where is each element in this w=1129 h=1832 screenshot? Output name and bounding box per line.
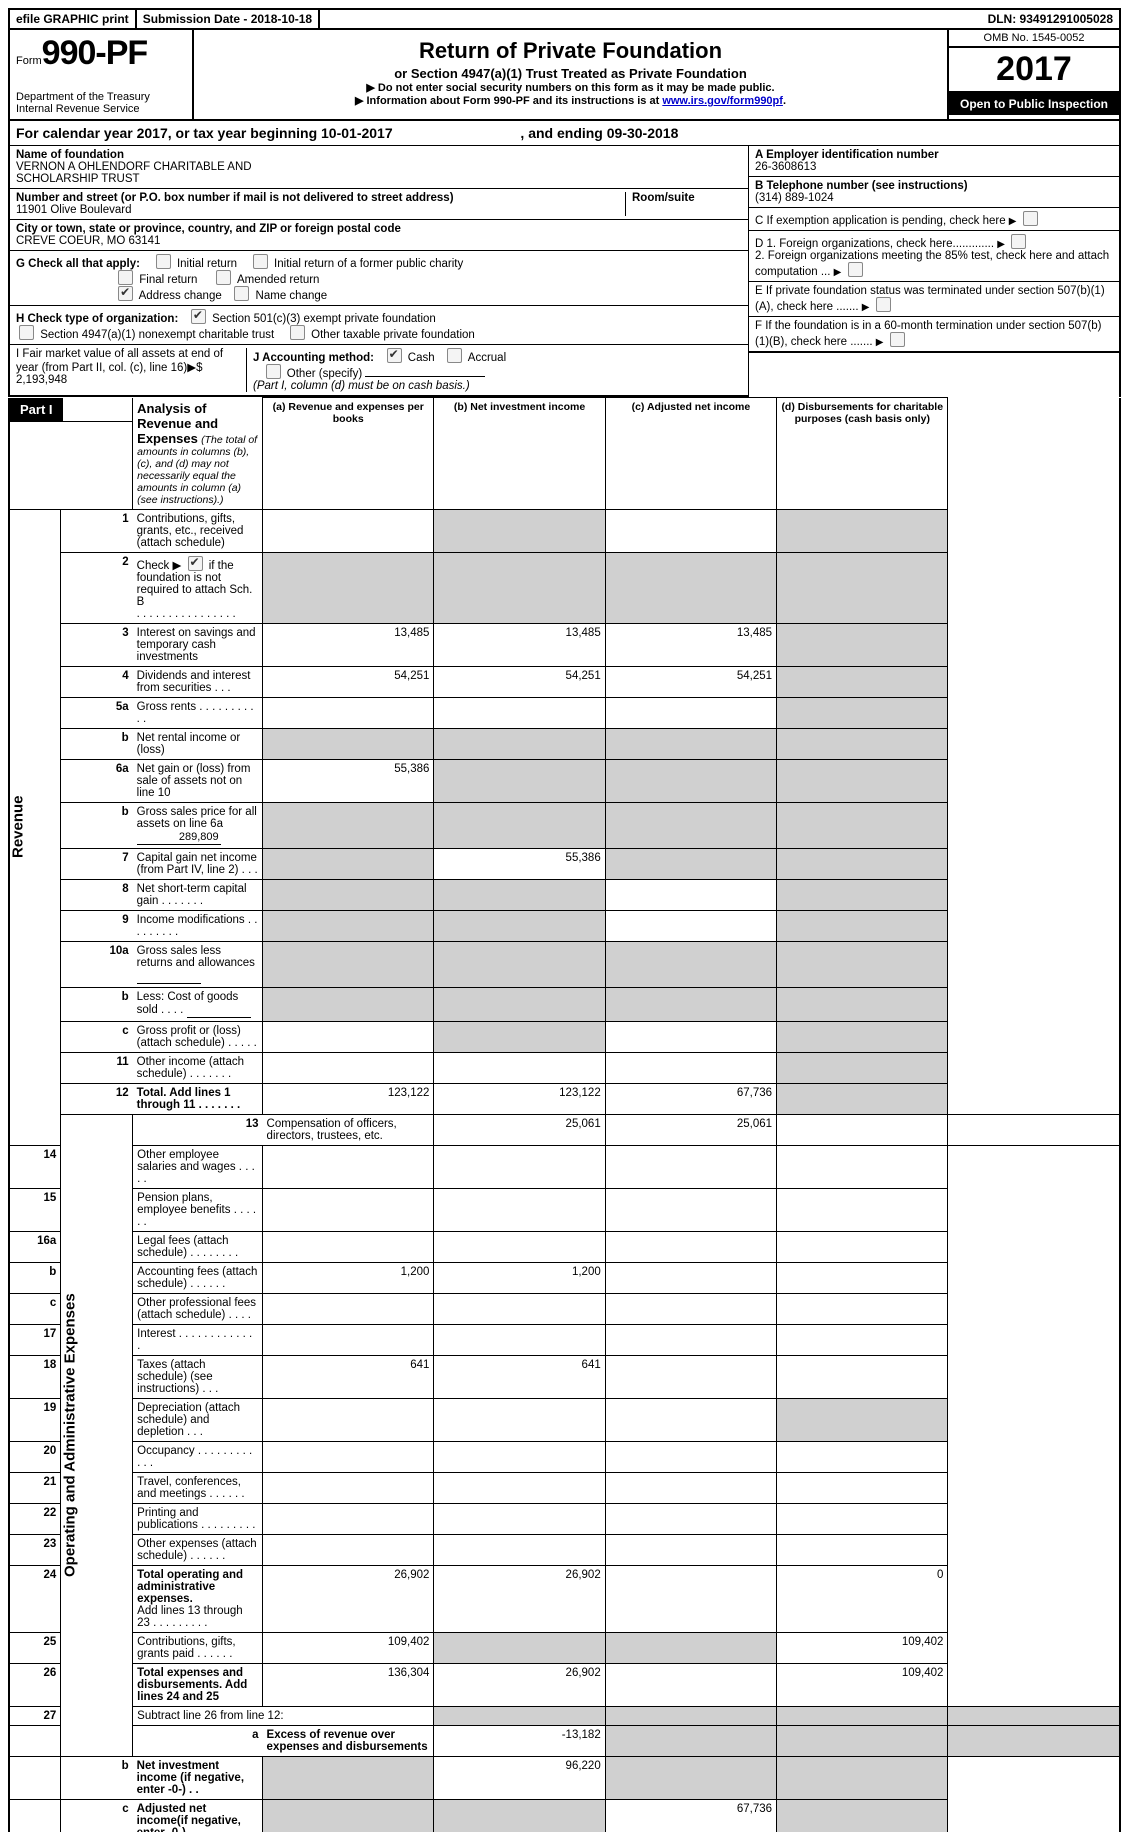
form-note1: ▶ Do not enter social security numbers o… xyxy=(200,81,941,94)
city-label: City or town, state or province, country… xyxy=(16,223,742,235)
checkbox-other-method[interactable] xyxy=(266,364,281,379)
calendar-year-row: For calendar year 2017, or tax year begi… xyxy=(8,121,1121,146)
expenses-side-label: Operating and Administrative Expenses xyxy=(61,1114,133,1756)
checkbox-507b1a[interactable] xyxy=(876,297,891,312)
foundation-name-2: SCHOLARSHIP TRUST xyxy=(16,173,742,185)
submission-date: Submission Date - 2018-10-18 xyxy=(137,10,320,28)
line10a-inline[interactable] xyxy=(137,969,201,984)
checkbox-other-taxable[interactable] xyxy=(290,325,305,340)
checkbox-cash[interactable] xyxy=(387,348,402,363)
checkbox-amended[interactable] xyxy=(216,270,231,285)
form-number: 990-PF xyxy=(42,34,148,72)
header-center: Return of Private Foundation or Section … xyxy=(194,30,947,119)
d1-label: D 1. Foreign organizations, check here..… xyxy=(755,238,994,250)
room-label: Room/suite xyxy=(632,192,742,204)
form-note2-pre: ▶ Information about Form 990-PF and its … xyxy=(355,95,662,107)
checkbox-address-change[interactable] xyxy=(118,286,133,301)
open-to-public: Open to Public Inspection xyxy=(949,93,1119,115)
line10b-inline[interactable] xyxy=(187,1003,251,1018)
dept-treasury: Department of the Treasury xyxy=(16,91,186,103)
address-label: Number and street (or P.O. box number if… xyxy=(16,192,625,204)
checkbox-sch-b[interactable] xyxy=(188,556,203,571)
f-label: F If the foundation is in a 60-month ter… xyxy=(755,320,1101,348)
checkbox-507b1b[interactable] xyxy=(890,332,905,347)
part1-badge: Part I xyxy=(10,398,63,421)
j-note: (Part I, column (d) must be on cash basi… xyxy=(253,380,470,392)
checkbox-501c3[interactable] xyxy=(191,309,206,324)
ein-value: 26-3608613 xyxy=(755,161,1113,173)
part1-table: Part I Analysis of Revenue and Expenses … xyxy=(8,397,1121,1832)
tax-year: 2017 xyxy=(949,48,1119,93)
form-subtitle: or Section 4947(a)(1) Trust Treated as P… xyxy=(200,66,941,81)
omb-number: OMB No. 1545-0052 xyxy=(949,30,1119,48)
cal-begin: For calendar year 2017, or tax year begi… xyxy=(16,125,393,141)
checkbox-name-change[interactable] xyxy=(234,286,249,301)
g-label: G Check all that apply: xyxy=(16,258,140,270)
cal-end: , and ending 09-30-2018 xyxy=(520,125,678,141)
h-label: H Check type of organization: xyxy=(16,313,178,325)
d2-label: 2. Foreign organizations meeting the 85%… xyxy=(755,250,1109,278)
col-c-header: (c) Adjusted net income xyxy=(605,398,776,510)
col-b-header: (b) Net investment income xyxy=(434,398,605,510)
tel-label: B Telephone number (see instructions) xyxy=(755,180,1113,192)
j-label: J Accounting method: xyxy=(253,352,374,364)
checkbox-exemption-pending[interactable] xyxy=(1023,211,1038,226)
topbar: efile GRAPHIC print Submission Date - 20… xyxy=(8,8,1121,30)
checkbox-4947a1[interactable] xyxy=(19,325,34,340)
foundation-name-1: VERNON A OHLENDORF CHARITABLE AND xyxy=(16,161,742,173)
tel-value: (314) 889-1024 xyxy=(755,192,1113,204)
header-left: Form990-PF Department of the Treasury In… xyxy=(10,30,194,119)
city-state-zip: CREVE COEUR, MO 63141 xyxy=(16,235,742,247)
checkbox-85pct[interactable] xyxy=(848,262,863,277)
c-label: C If exemption application is pending, c… xyxy=(755,215,1006,227)
info-grid: Name of foundation VERNON A OHLENDORF CH… xyxy=(8,146,1121,397)
form-prefix: Form xyxy=(16,55,42,67)
name-label: Name of foundation xyxy=(16,149,742,161)
revenue-side-label: Revenue xyxy=(9,509,61,1145)
i-label: I Fair market value of all assets at end… xyxy=(16,348,223,386)
header: Form990-PF Department of the Treasury In… xyxy=(8,30,1121,121)
dln: DLN: 93491291005028 xyxy=(982,10,1119,28)
ein-label: A Employer identification number xyxy=(755,149,1113,161)
checkbox-initial-return[interactable] xyxy=(156,254,171,269)
form-info-link[interactable]: www.irs.gov/form990pf xyxy=(662,95,783,107)
line6b-inline[interactable] xyxy=(137,830,221,845)
checkbox-accrual[interactable] xyxy=(447,348,462,363)
header-right: OMB No. 1545-0052 2017 Open to Public In… xyxy=(947,30,1119,119)
e-label: E If private foundation status was termi… xyxy=(755,285,1105,313)
form-title: Return of Private Foundation xyxy=(200,38,941,64)
irs-label: Internal Revenue Service xyxy=(16,103,186,115)
checkbox-initial-former[interactable] xyxy=(253,254,268,269)
checkbox-final-return[interactable] xyxy=(118,270,133,285)
col-a-header: (a) Revenue and expenses per books xyxy=(263,398,434,510)
efile-label: efile GRAPHIC print xyxy=(10,10,137,28)
checkbox-foreign-org[interactable] xyxy=(1011,234,1026,249)
col-d-header: (d) Disbursements for charitable purpose… xyxy=(777,398,948,510)
address: 11901 Olive Boulevard xyxy=(16,204,625,216)
